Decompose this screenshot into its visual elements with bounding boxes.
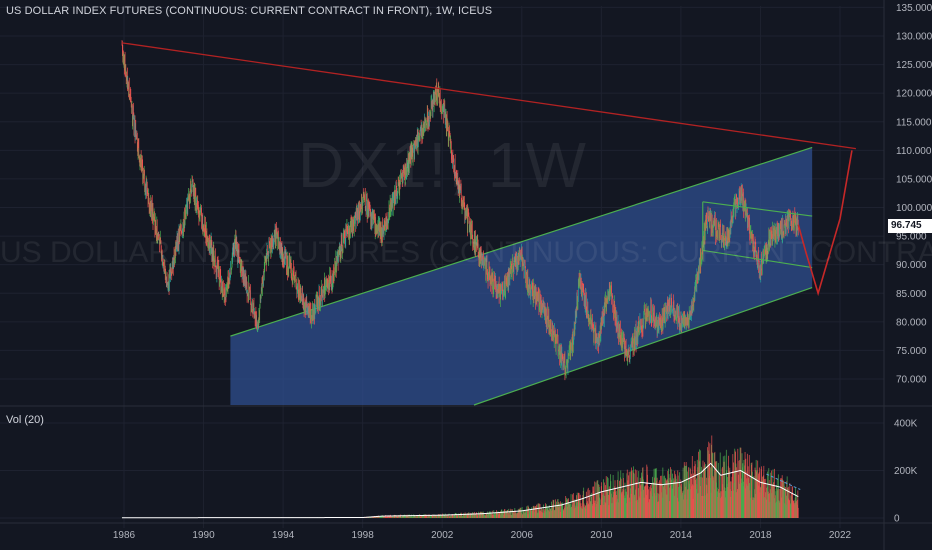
price-tick-label: 110.000: [896, 146, 932, 157]
chart-title: US DOLLAR INDEX FUTURES (CONTINUOUS: CUR…: [6, 5, 493, 17]
volume-tick-label: 200K: [894, 466, 918, 477]
volume-title[interactable]: Vol (20): [6, 414, 44, 426]
price-tick-label: 75.000: [896, 346, 927, 357]
time-tick-label: 1994: [272, 530, 295, 541]
descending-trendline: [121, 42, 857, 150]
price-tick-label: 135.000: [896, 3, 932, 14]
last-price-label: 96.745: [888, 219, 932, 233]
volume-series: [121, 435, 801, 519]
time-tick-label: 2018: [749, 530, 772, 541]
price-tick-label: 95.000: [896, 232, 927, 243]
time-tick-label: 2022: [829, 530, 852, 541]
price-tick-label: 130.000: [896, 32, 932, 43]
time-tick-label: 1998: [352, 530, 375, 541]
time-tick-label: 1986: [113, 530, 136, 541]
time-tick-label: 1990: [192, 530, 215, 541]
volume-trendline: [766, 473, 801, 490]
price-tick-label: 100.000: [896, 203, 932, 214]
candlestick-series: [121, 40, 799, 381]
price-tick-label: 70.000: [896, 375, 927, 386]
regression-channel: [230, 146, 813, 406]
channel-upper-line: [230, 146, 813, 337]
flag-upper-line: [702, 201, 813, 217]
flag-lower-line: [702, 249, 813, 269]
trend-drawings: [121, 42, 857, 297]
channel-fill: [230, 147, 813, 405]
price-tick-label: 90.000: [896, 260, 927, 271]
volume-moving-average: [122, 462, 799, 519]
price-tick-label: 80.000: [896, 317, 927, 328]
volume-tick-label: 400K: [894, 419, 918, 430]
name-watermark: US DOLLAR INDEX FUTURES (CONTINUOUS: CUR…: [0, 236, 932, 269]
time-tick-label: 2014: [670, 530, 693, 541]
price-tick-label: 85.000: [896, 289, 927, 300]
price-tick-label: 105.000: [896, 174, 932, 185]
price-tick-label: 125.000: [896, 60, 932, 71]
price-tick-label: 120.000: [896, 89, 932, 100]
symbol-watermark: DX1!, 1W: [298, 129, 588, 201]
projection-path: [797, 150, 853, 297]
price-tick-label: 115.000: [896, 117, 932, 128]
channel-lower-line: [473, 286, 813, 406]
time-tick-label: 2006: [511, 530, 534, 541]
volume-tick-label: 0: [894, 514, 900, 525]
time-tick-label: 2010: [590, 530, 613, 541]
time-tick-label: 2002: [431, 530, 454, 541]
